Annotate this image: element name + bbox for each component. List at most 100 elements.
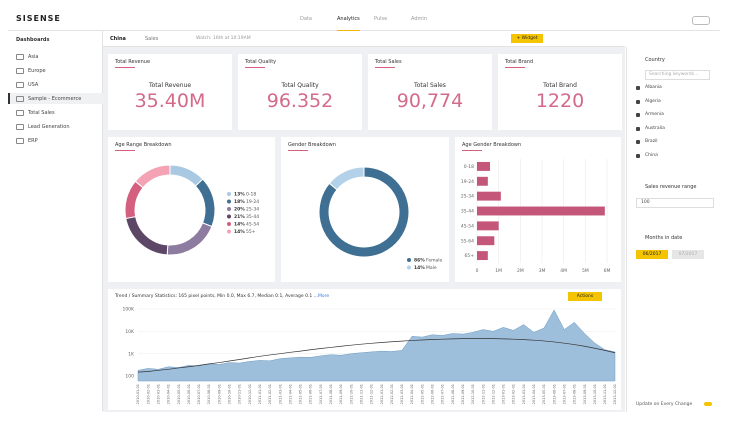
x-tick-label: 2010-09-01 bbox=[217, 384, 221, 404]
x-tick-label: 2010-05-01 bbox=[177, 384, 181, 404]
legend-dot bbox=[227, 214, 231, 219]
y-tick-label: 100 bbox=[125, 374, 134, 380]
donut-slice bbox=[328, 166, 365, 191]
x-tick-label: 2012-11-01 bbox=[481, 384, 485, 404]
x-tick-label: 4M bbox=[560, 268, 567, 274]
bar bbox=[477, 236, 495, 246]
nav-tab[interactable]: Admin bbox=[411, 16, 427, 22]
y-tick-label: 65+ bbox=[465, 253, 475, 259]
donut-slice bbox=[125, 215, 169, 256]
sidebar-item[interactable]: Asia bbox=[28, 54, 39, 60]
legend-label: Male bbox=[426, 265, 437, 271]
range-input[interactable]: 100 bbox=[636, 198, 714, 208]
x-tick-label: 2010-08-01 bbox=[207, 384, 211, 404]
y-tick-label: 45-54 bbox=[461, 223, 474, 229]
kpi-label: Total Quality bbox=[281, 82, 319, 89]
filter-title: Country bbox=[645, 57, 665, 63]
x-tick-label: 2010-10-01 bbox=[228, 384, 232, 404]
donut-slice bbox=[124, 180, 144, 220]
x-tick-label: 2013-09-01 bbox=[583, 384, 587, 404]
sidebar-item[interactable]: Europe bbox=[28, 68, 46, 74]
x-tick-label: 3M bbox=[539, 268, 546, 274]
kpi-label: Total Sales bbox=[414, 82, 446, 89]
folder-icon bbox=[16, 138, 24, 144]
update-label: Update on Every Change bbox=[636, 402, 693, 407]
x-tick-label: 2012-05-01 bbox=[420, 384, 424, 404]
x-tick-label: 2010-06-01 bbox=[187, 384, 191, 404]
x-tick-label: 2013-07-01 bbox=[562, 384, 566, 404]
y-tick-label: 1K bbox=[128, 351, 135, 357]
actions-button[interactable]: Actions bbox=[568, 292, 602, 301]
x-tick-label: 2010-02-01 bbox=[146, 384, 150, 404]
legend-label: 0-18 bbox=[246, 192, 256, 198]
x-tick-label: 2011-03-01 bbox=[278, 384, 282, 404]
x-tick-label: 2012-02-01 bbox=[390, 384, 394, 404]
folder-icon bbox=[16, 82, 24, 88]
kpi-card: Total Quality Total Quality 96.352 bbox=[238, 54, 362, 130]
nav-tab[interactable]: Data bbox=[300, 16, 312, 22]
trend-line bbox=[137, 338, 616, 373]
y-tick-label: 35-44 bbox=[461, 209, 474, 215]
chart: 0 1M 2M 3M 4M 5M 6M 0-18 19-24 25-34 35-44 45-54 55-… bbox=[461, 159, 611, 274]
filter-item: Algeria bbox=[645, 98, 661, 104]
bar bbox=[477, 191, 501, 201]
y-tick-label: 19-24 bbox=[461, 179, 474, 185]
nav-tab[interactable]: Pulse bbox=[374, 16, 388, 22]
checkbox[interactable] bbox=[636, 140, 640, 144]
toggle[interactable] bbox=[704, 402, 712, 406]
nav-tab[interactable]: Analytics bbox=[337, 16, 360, 31]
checkbox[interactable] bbox=[636, 153, 640, 158]
filter-item: China bbox=[645, 152, 658, 158]
widget-button[interactable]: + Widget bbox=[511, 34, 543, 43]
date-chip[interactable]: 07/2017 bbox=[672, 250, 704, 259]
widget-title: Age Gender Breakdown bbox=[462, 142, 522, 151]
watch: Watch: 16th at 10:19AM bbox=[196, 36, 251, 41]
checkbox[interactable] bbox=[636, 126, 640, 131]
checkbox[interactable] bbox=[636, 113, 640, 117]
x-tick-label: 2013-08-01 bbox=[573, 384, 577, 404]
tab[interactable]: China bbox=[110, 36, 126, 42]
legend-dot bbox=[227, 207, 231, 211]
sidebar-item[interactable]: Lead Generation bbox=[28, 124, 70, 130]
folder[interactable]: Sales bbox=[145, 36, 159, 42]
widget-title: Gender Breakdown bbox=[288, 142, 336, 151]
legend-value: 14% bbox=[234, 222, 245, 228]
x-tick-label: 2010-03-01 bbox=[156, 384, 160, 404]
x-tick-label: 2013-10-01 bbox=[593, 384, 597, 404]
checkbox[interactable] bbox=[636, 86, 640, 90]
legend-dot bbox=[407, 258, 411, 262]
folder-icon bbox=[16, 124, 24, 130]
sidebar-item[interactable]: USA bbox=[28, 82, 39, 88]
y-tick-label: 0-18 bbox=[464, 164, 474, 170]
legend-dot bbox=[227, 222, 231, 226]
bar bbox=[477, 251, 488, 261]
checkbox[interactable] bbox=[636, 99, 640, 104]
y-tick-label: 10K bbox=[125, 329, 135, 335]
donut-slice bbox=[169, 164, 204, 187]
search-box[interactable]: Searching keywords... bbox=[645, 70, 710, 80]
x-tick-label: 2012-03-01 bbox=[400, 384, 404, 404]
x-tick-label: 2012-12-01 bbox=[491, 384, 495, 404]
date-chip[interactable]: 06/2017 bbox=[636, 250, 668, 259]
widget-card: Gender Breakdown 86% Female 14% Male bbox=[281, 137, 449, 282]
filter-item: Brazil bbox=[645, 139, 658, 144]
x-tick-label: 2013-05-01 bbox=[542, 384, 546, 404]
kpi-label: Total Revenue bbox=[148, 82, 192, 89]
sidebar-item[interactable]: Sample - Ecommerce bbox=[28, 96, 82, 102]
legend-value: 14% bbox=[414, 265, 425, 271]
sidebar-item[interactable]: ERP bbox=[28, 138, 38, 144]
sidebar-item[interactable]: Total Sales bbox=[28, 110, 55, 116]
x-tick-label: 2011-05-01 bbox=[299, 384, 303, 404]
x-tick-label: 2013-04-01 bbox=[532, 384, 536, 404]
x-tick-label: 6M bbox=[604, 268, 611, 274]
more-link[interactable]: More bbox=[318, 294, 330, 299]
sidebar-title: Dashboards bbox=[16, 37, 50, 43]
x-tick-label: 2013-06-01 bbox=[552, 384, 556, 404]
legend-label: 35-44 bbox=[246, 214, 259, 220]
widget-title: Age Range Breakdown bbox=[115, 142, 172, 151]
x-tick-label: 2013-01-01 bbox=[502, 384, 506, 404]
folder-icon bbox=[16, 96, 24, 102]
kpi-label: Total Brand bbox=[543, 82, 577, 89]
